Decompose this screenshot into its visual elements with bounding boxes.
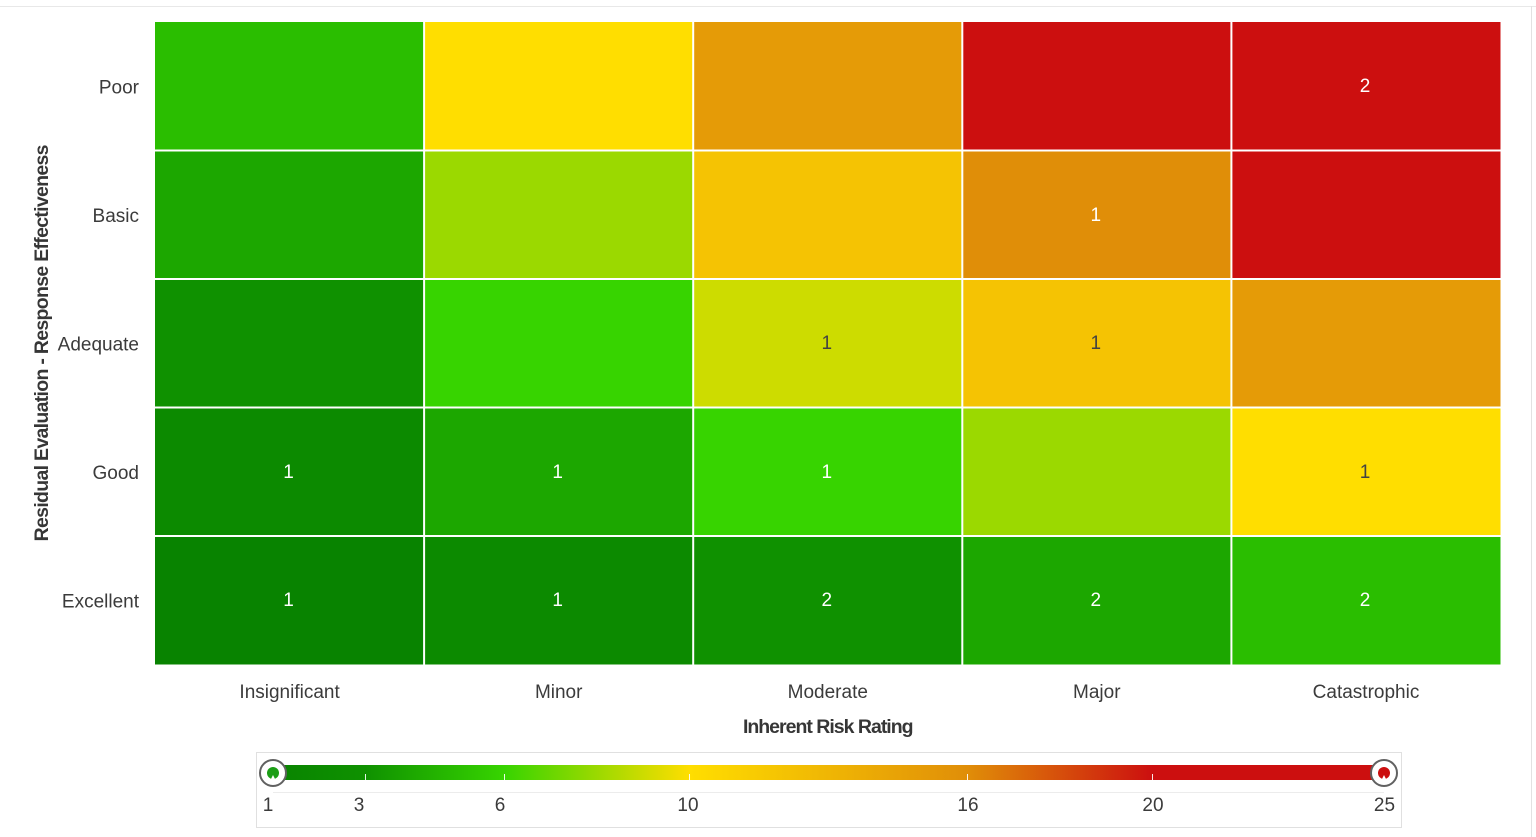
svg-text:1: 1 <box>1091 333 1102 354</box>
svg-text:1: 1 <box>283 590 294 611</box>
svg-text:1: 1 <box>283 462 294 483</box>
svg-text:Minor: Minor <box>535 682 583 703</box>
svg-text:Inherent Risk Rating: Inherent Risk Rating <box>743 716 913 738</box>
svg-text:Adequate: Adequate <box>58 334 139 355</box>
svg-text:Catastrophic: Catastrophic <box>1313 682 1420 703</box>
svg-text:Basic: Basic <box>93 206 139 227</box>
svg-text:1: 1 <box>552 462 563 483</box>
svg-text:Poor: Poor <box>99 78 140 99</box>
svg-text:Good: Good <box>93 463 139 484</box>
svg-text:1: 1 <box>1360 462 1371 483</box>
svg-text:1: 1 <box>1091 205 1102 226</box>
svg-text:1: 1 <box>552 590 563 611</box>
svg-text:2: 2 <box>1360 590 1371 611</box>
svg-text:2: 2 <box>822 590 833 611</box>
svg-text:Excellent: Excellent <box>62 592 140 613</box>
svg-text:2: 2 <box>1360 76 1371 97</box>
svg-text:Residual Evaluation - Response: Residual Evaluation - Response Effective… <box>31 144 53 541</box>
svg-text:Moderate: Moderate <box>788 682 868 703</box>
svg-text:1: 1 <box>822 462 833 483</box>
svg-text:1: 1 <box>822 333 833 354</box>
svg-text:Major: Major <box>1073 682 1121 703</box>
svg-text:2: 2 <box>1091 590 1102 611</box>
svg-text:Insignificant: Insignificant <box>239 682 340 703</box>
